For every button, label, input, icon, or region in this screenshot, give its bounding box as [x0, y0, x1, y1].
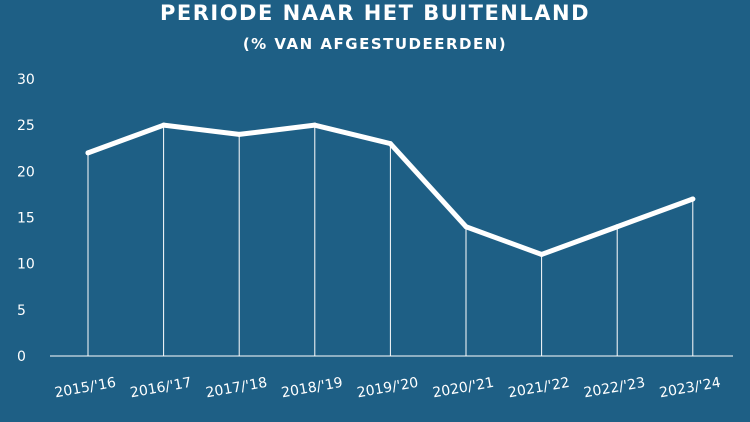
y-tick-label: 15 — [17, 211, 35, 227]
y-tick-label: 0 — [17, 349, 26, 365]
x-tick-label: 2016/'17 — [129, 375, 193, 402]
data-point — [387, 141, 393, 147]
y-tick-label: 25 — [17, 118, 35, 134]
data-point — [463, 224, 469, 230]
x-tick-label: 2022/'23 — [583, 375, 647, 402]
x-tick-label: 2017/'18 — [205, 375, 269, 402]
x-tick-label: 2018/'19 — [280, 375, 344, 402]
y-tick-label: 10 — [17, 257, 35, 273]
x-tick-label: 2019/'20 — [356, 375, 420, 402]
chart-title: PERIODE NAAR HET BUITENLAND — [159, 1, 591, 25]
drop-lines — [87, 125, 694, 356]
data-point — [161, 122, 167, 128]
x-tick-label: 2020/'21 — [431, 375, 495, 402]
y-tick-label: 20 — [17, 164, 35, 180]
x-tick-label: 2015/'16 — [53, 375, 117, 402]
data-point — [539, 251, 545, 257]
chart-subtitle: (% VAN AFGESTUDEERDEN) — [242, 35, 508, 53]
x-axis-ticks: 2015/'16 2016/'17 2017/'18 2018/'19 2019/'20… — [53, 375, 722, 402]
x-tick-label: 2023/'24 — [658, 375, 722, 402]
y-tick-label: 30 — [17, 72, 35, 88]
data-point — [85, 150, 91, 156]
data-point — [236, 131, 242, 137]
data-point — [312, 122, 318, 128]
y-axis-ticks: 0 5 10 15 20 25 30 — [17, 72, 35, 365]
y-tick-label: 5 — [17, 303, 26, 319]
x-tick-label: 2021/'22 — [507, 375, 571, 402]
data-point — [614, 224, 620, 230]
data-point — [690, 196, 696, 202]
